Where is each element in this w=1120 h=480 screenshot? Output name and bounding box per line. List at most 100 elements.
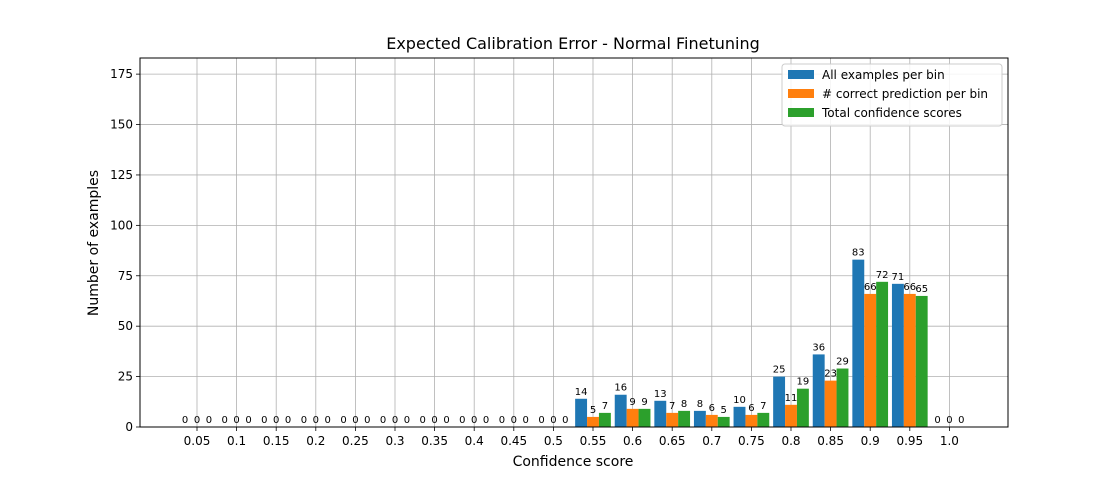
- y-tick-label: 25: [118, 370, 133, 384]
- bar-value-label: 0: [340, 415, 346, 426]
- bar-value-label: 11: [785, 393, 798, 404]
- bar-value-label: 0: [538, 415, 544, 426]
- bar-value-label: 0: [245, 415, 251, 426]
- bar-value-label: 0: [313, 415, 319, 426]
- bar-value-label: 83: [852, 248, 865, 259]
- legend: All examples per bin # correct prediction…: [781, 63, 1003, 127]
- bar-value-label: 0: [261, 415, 267, 426]
- bar: [745, 414, 758, 427]
- bar: [654, 400, 667, 427]
- bar-value-label: 0: [380, 415, 386, 426]
- bar-value-label: 0: [392, 415, 398, 426]
- bar-value-label: 19: [797, 377, 810, 388]
- bar-value-label: 7: [760, 401, 766, 412]
- x-tick-label: 0.4: [465, 434, 484, 448]
- bar-value-label: 9: [629, 397, 635, 408]
- bar: [587, 416, 599, 427]
- bar-value-label: 14: [575, 387, 588, 398]
- legend-entry-label: Total confidence scores: [821, 106, 962, 120]
- x-tick-label: 0.65: [659, 434, 686, 448]
- bar-value-label: 0: [301, 415, 307, 426]
- y-tick-label: 125: [110, 168, 133, 182]
- bar: [638, 408, 651, 427]
- bar-value-label: 0: [562, 415, 568, 426]
- bar: [693, 410, 706, 427]
- legend-entry-label: # correct prediction per bin: [822, 87, 988, 101]
- bar: [891, 283, 904, 427]
- bar-value-label: 0: [420, 415, 426, 426]
- bar-value-label: 5: [721, 405, 727, 416]
- bar-value-label: 7: [602, 401, 608, 412]
- legend-swatch: [788, 70, 814, 79]
- bar: [785, 404, 797, 427]
- bar-value-label: 0: [523, 415, 529, 426]
- bar: [626, 408, 639, 427]
- x-tick-label: 0.1: [227, 434, 246, 448]
- bar-value-label: 0: [182, 415, 188, 426]
- y-tick-label: 100: [110, 218, 133, 232]
- x-tick-label: 0.55: [580, 434, 607, 448]
- axes: 0.05 0.1 0.15 0.2 0.25 0.3 0.35 0.4 0.45 0.5 0.55 0…: [110, 67, 959, 448]
- bar: [705, 414, 718, 427]
- bar-value-label: 0: [934, 415, 940, 426]
- bar-value-label: 0: [499, 415, 505, 426]
- legend-box: [781, 63, 1003, 127]
- bar-value-label: 6: [748, 403, 754, 414]
- y-tick-label: 150: [110, 118, 133, 132]
- bar-value-label: 0: [364, 415, 370, 426]
- x-tick-label: 0.75: [738, 434, 765, 448]
- bar: [864, 293, 877, 427]
- bar: [903, 293, 916, 427]
- bar-value-label: 5: [590, 405, 596, 416]
- bar: [666, 412, 679, 427]
- bar: [733, 406, 746, 427]
- bar-value-label: 36: [812, 342, 825, 353]
- bar-value-label: 8: [681, 399, 687, 410]
- bar-value-label: 71: [892, 272, 905, 283]
- bar-value-label: 0: [325, 415, 331, 426]
- x-tick-label: 0.3: [385, 434, 404, 448]
- x-tick-label: 0.2: [306, 434, 325, 448]
- bar: [852, 259, 865, 427]
- bar: [717, 416, 730, 427]
- x-tick-label: 0.35: [421, 434, 448, 448]
- x-tick-label: 0.8: [781, 434, 800, 448]
- y-tick-label: 175: [110, 67, 133, 81]
- bar-value-label: 66: [864, 282, 877, 293]
- bar: [824, 380, 837, 427]
- x-tick-label: 0.05: [184, 434, 211, 448]
- x-tick-label: 1.0: [940, 434, 959, 448]
- x-tick-label: 0.9: [861, 434, 880, 448]
- x-axis-title: Confidence score: [513, 454, 634, 470]
- chart-title: Expected Calibration Error - Normal Fine…: [386, 34, 760, 53]
- bar-value-label: 23: [824, 369, 837, 380]
- legend-swatch: [788, 108, 814, 117]
- bar-value-label: 10: [733, 395, 746, 406]
- bar-value-label: 66: [903, 282, 916, 293]
- bar: [757, 412, 770, 427]
- bar-value-label: 0: [233, 415, 239, 426]
- bar-value-label: 0: [511, 415, 517, 426]
- bar-value-label: 0: [222, 415, 228, 426]
- bar: [614, 394, 627, 427]
- x-tick-label: 0.7: [702, 434, 721, 448]
- bar-value-label: 0: [285, 415, 291, 426]
- bar-value-label: 25: [773, 365, 786, 376]
- legend-swatch: [788, 89, 814, 98]
- bar-value-label: 0: [443, 415, 449, 426]
- bar: [678, 410, 691, 427]
- bar-value-label: 6: [709, 403, 715, 414]
- y-tick-label: 75: [118, 269, 133, 283]
- x-tick-label: 0.85: [817, 434, 844, 448]
- bar-value-label: 72: [876, 270, 889, 281]
- bar: [915, 295, 928, 427]
- bar: [836, 368, 849, 427]
- legend-entry-label: All examples per bin: [822, 68, 945, 82]
- bar-value-label: 0: [958, 415, 964, 426]
- y-axis-title: Number of examples: [86, 170, 102, 316]
- bar-value-label: 0: [404, 415, 410, 426]
- y-tick-label: 50: [118, 319, 133, 333]
- plot-area-frame: [139, 57, 1009, 428]
